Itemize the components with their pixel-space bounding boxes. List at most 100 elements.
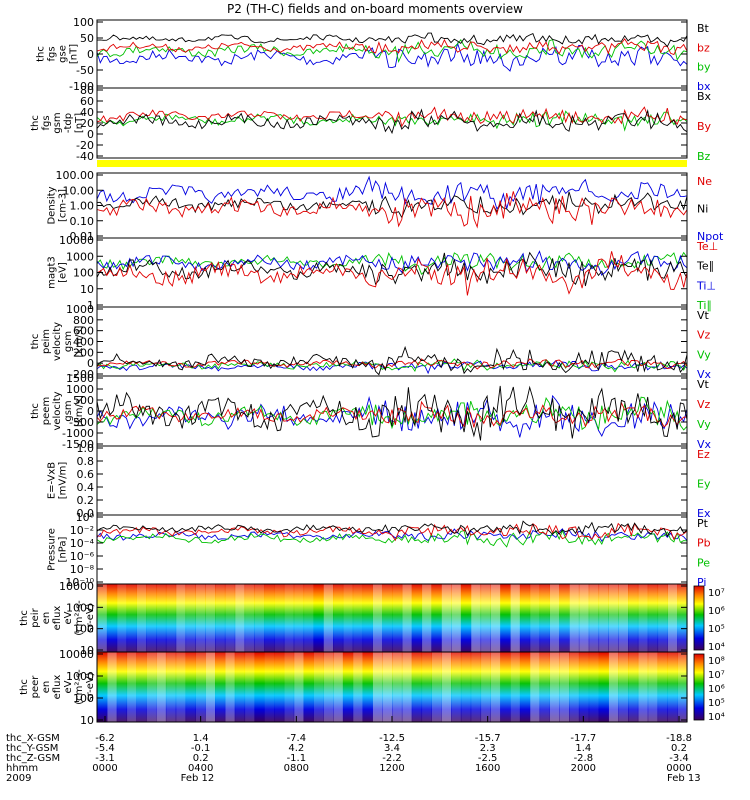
- spectrogram-column: [283, 584, 295, 652]
- spectrogram-column: [608, 584, 619, 652]
- orbit-value: 1.4: [193, 733, 209, 744]
- spectrogram-column: [146, 584, 157, 652]
- y-tick-label: -1500: [62, 438, 94, 451]
- spectrogram-column: [234, 584, 246, 652]
- spectrogram-column: [303, 584, 314, 652]
- orbit-value: -3.1: [95, 753, 115, 764]
- y-tick-label: 1500: [66, 372, 94, 385]
- orbit-value: 1.4: [575, 743, 591, 754]
- spectrogram-column: [205, 584, 216, 652]
- spectrogram-column: [175, 584, 187, 652]
- x-row-label: thc_X-GSM: [6, 733, 60, 744]
- panel-density: 100.00 10.00 1.00 0.10 0.01 Density [cm-3] Ne Ni…: [47, 169, 724, 243]
- spectrogram-column: [205, 652, 216, 722]
- spectrogram-column: [254, 584, 265, 652]
- spectrogram-column: [637, 652, 649, 722]
- y-axis-label: (cm²-s-: [74, 600, 85, 636]
- y-axis-label: fgs: [41, 115, 52, 130]
- spectrogram-column: [608, 652, 619, 722]
- colorbar: [693, 653, 705, 721]
- spectrogram-column: [382, 652, 393, 722]
- spectrogram-column: [549, 584, 560, 652]
- y-tick-label: 1000: [66, 303, 94, 316]
- y-axis-label: [nPa]: [58, 536, 69, 562]
- series-line-red: [96, 522, 688, 542]
- spectrogram-column: [421, 584, 432, 652]
- spectrogram-column: [146, 652, 157, 722]
- series-line-black: [96, 108, 688, 135]
- legend-entry: Vx: [697, 438, 712, 451]
- y-axis-label: [mV/m]: [58, 462, 69, 500]
- y-axis-label: sr-eV): [85, 672, 96, 701]
- y-axis-label: velocity: [52, 322, 63, 361]
- spectrogram-column: [392, 652, 403, 722]
- spectrogram-column: [647, 584, 659, 652]
- y-axis-label: en: [41, 612, 52, 625]
- spectrogram-column: [628, 652, 639, 722]
- spectrogram-column: [372, 584, 383, 652]
- x-date-label: Feb 13: [667, 773, 701, 784]
- y-tick-label: 0.2: [77, 494, 95, 507]
- spectrogram-column: [637, 584, 649, 652]
- y-tick-label: 1: [87, 299, 94, 312]
- legend-entry: bx: [697, 80, 711, 93]
- spectrogram-column: [421, 652, 432, 722]
- spectrogram-column: [342, 652, 354, 722]
- x-row-label: thc_Z-GSM: [6, 753, 60, 764]
- spectrogram-column: [244, 584, 255, 652]
- spectrogram-column: [116, 584, 128, 652]
- legend-entry: Ey: [697, 478, 711, 491]
- colorbar-tick-label: 10⁴: [708, 642, 725, 653]
- spectrogram-column: [126, 652, 137, 722]
- series-line-red: [96, 358, 688, 370]
- y-tick-label: 0: [87, 128, 94, 141]
- y-tick-label: 0: [87, 48, 94, 61]
- x-tick-label: 0400: [188, 763, 213, 774]
- y-tick-label: 40: [80, 106, 94, 119]
- spectrogram-column: [116, 652, 128, 722]
- x-year-label: 2009: [6, 773, 31, 784]
- spectrogram-column: [677, 584, 688, 652]
- y-tick-label: 10⁰: [76, 511, 95, 524]
- y-tick-label: 0.8: [77, 455, 95, 468]
- x-tick-label: 0000: [92, 763, 117, 774]
- y-axis-label: peim: [41, 329, 52, 354]
- spectrogram-column: [224, 652, 236, 722]
- spectrogram-column: [628, 584, 639, 652]
- spectrogram-column: [431, 652, 442, 722]
- spectrogram-column: [657, 652, 668, 722]
- y-axis-label: [nT]: [74, 113, 85, 133]
- spectrogram-column: [549, 652, 560, 722]
- y-axis-label: thc: [36, 46, 47, 62]
- spectrogram-column: [618, 584, 629, 652]
- orbit-value: 0.2: [193, 753, 209, 764]
- y-axis-label: [nT]: [69, 44, 80, 64]
- legend-entry: Ex: [697, 507, 711, 520]
- spectrogram-column: [411, 652, 423, 722]
- y-tick-label: 60: [80, 95, 94, 108]
- series-line-black: [96, 520, 688, 538]
- spectrogram-column: [185, 652, 196, 722]
- y-tick-label: 10⁻¹⁰: [65, 576, 94, 589]
- spectrogram-column: [382, 584, 393, 652]
- y-axis-label: eflux: [52, 606, 63, 631]
- y-tick-label: 0.4: [77, 481, 95, 494]
- spectrogram-column: [254, 652, 265, 722]
- y-axis-label: peer: [30, 675, 41, 699]
- colorbar-tick-label: 10⁶: [708, 684, 725, 695]
- spectrogram-column: [165, 584, 177, 652]
- spectrogram-column: [460, 652, 472, 722]
- series-line-green: [96, 251, 688, 275]
- series-line-blue: [96, 250, 688, 276]
- colorbar-tick-label: 10⁴: [708, 712, 725, 723]
- series-line-red: [96, 191, 688, 229]
- y-tick-label: 200: [73, 346, 94, 359]
- y-axis-label: peir: [30, 607, 41, 627]
- spectrogram-column: [126, 584, 137, 652]
- spectrogram-column: [333, 584, 344, 652]
- legend-entry: Pi: [697, 576, 706, 589]
- colorbar-tick-label: 10⁷: [708, 670, 725, 681]
- panel-peir_spec: 10⁷ 10⁶ 10⁵ 10⁴ 10000 1000 100 10 thc peir en eflux…: [19, 580, 725, 657]
